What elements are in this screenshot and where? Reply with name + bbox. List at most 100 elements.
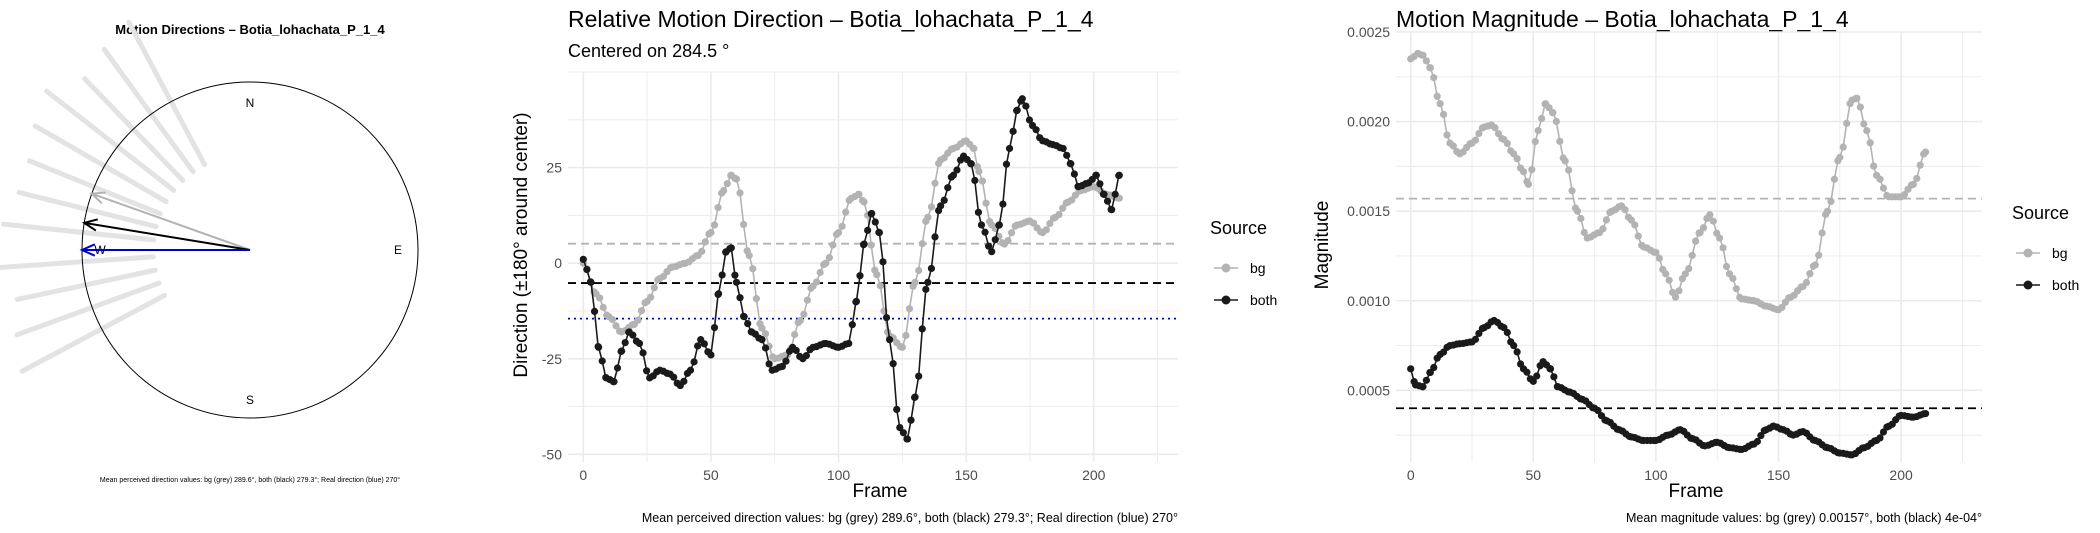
series-point-bg [911, 278, 919, 286]
relative-caption: Mean perceived direction values: bg (gre… [642, 511, 1178, 525]
series-point-both [635, 339, 644, 348]
series-point-bg [1449, 142, 1457, 150]
series-point-both [1753, 437, 1762, 446]
series-line-both [582, 97, 1120, 441]
series-point-bg [1007, 229, 1016, 237]
series-point-bg [710, 221, 719, 229]
series-point-bg [599, 303, 607, 311]
y-tick-label: 0.0015 [1347, 203, 1390, 219]
series-point-bg [634, 316, 642, 324]
series-point-bg [612, 322, 620, 330]
series-point-bg [1503, 139, 1511, 148]
series-point-bg [1561, 157, 1569, 165]
series-point-bg [825, 254, 833, 262]
series-point-both [629, 331, 637, 339]
series-point-bg [650, 284, 658, 292]
series-point-bg [1419, 51, 1427, 59]
legend-label: both [1250, 292, 1277, 308]
legend-title: Source [1210, 218, 1267, 238]
series-point-bg [1729, 274, 1737, 283]
series-point-bg [860, 198, 868, 206]
series-point-bg [1436, 100, 1444, 108]
legend-item-both: both [2016, 277, 2079, 293]
series-point-bg [1811, 261, 1819, 269]
compass-label-s: S [246, 393, 254, 407]
compass-trail-ray [0, 221, 157, 243]
series-point-bg [707, 228, 715, 237]
series-point-bg [1655, 254, 1663, 262]
series-point-bg [596, 294, 604, 302]
series-point-bg [1853, 94, 1861, 102]
series-point-both [927, 264, 936, 273]
series-point-bg [1568, 187, 1576, 195]
series-point-bg [1688, 251, 1696, 260]
series-point-both [1005, 144, 1014, 153]
series-point-both [860, 240, 868, 248]
series-point-bg [1706, 211, 1714, 219]
relative-legend: Source bg both [1210, 218, 1277, 308]
series-point-bg [1665, 276, 1673, 284]
series-point-bg [1599, 225, 1607, 233]
compass-title: Motion Directions – Botia_lohachata_P_1_… [115, 22, 385, 37]
series-point-both [714, 290, 723, 298]
series-point-bg [1675, 287, 1683, 295]
series-point-both [981, 228, 989, 236]
series-point-bg [1699, 224, 1708, 232]
series-point-bg [1004, 236, 1012, 245]
series-point-bg [1631, 221, 1639, 229]
series-point-both [1594, 406, 1602, 415]
series-point-both [643, 367, 651, 375]
series-point-bg [1685, 264, 1693, 273]
series-point-bg [1573, 207, 1582, 215]
series-point-both [598, 357, 606, 365]
compass-trail-ray [14, 280, 162, 338]
series-point-bg [1475, 129, 1483, 138]
series-point-both [953, 166, 961, 174]
relative-xlabel: Frame [853, 481, 908, 502]
series-point-both [949, 171, 957, 179]
legend-item-bg: bg [2016, 245, 2068, 261]
compass-arrow-both [81, 218, 251, 251]
series-point-bg [1433, 92, 1441, 100]
series-point-both [1108, 206, 1116, 214]
series-point-bg [905, 305, 914, 313]
series-point-both [1111, 190, 1119, 198]
series-point-bg [873, 271, 881, 279]
series-point-bg [752, 295, 760, 303]
series-point-both [856, 272, 864, 280]
series-point-bg [1531, 138, 1539, 146]
series-point-bg [867, 241, 875, 249]
legend-label: bg [2052, 245, 2068, 261]
series-point-both [761, 344, 770, 352]
compass-trail-ray [101, 46, 196, 175]
series-point-both [852, 297, 861, 306]
series-point-bg [1430, 74, 1438, 82]
series-point-bg [1471, 136, 1480, 144]
compass-label-n: N [246, 96, 255, 110]
series-point-bg [970, 144, 978, 153]
y-tick-label: 0.0020 [1347, 114, 1390, 130]
x-tick-label: 100 [827, 467, 851, 483]
series-point-bg [1519, 168, 1528, 176]
series-point-bg [855, 190, 863, 198]
legend-label: bg [1250, 260, 1266, 276]
series-point-both [765, 360, 773, 368]
relative-title: Relative Motion Direction – Botia_lohach… [568, 6, 1094, 32]
series-point-bg [1839, 143, 1847, 151]
series-point-both [971, 176, 979, 185]
series-point-both [707, 351, 715, 359]
series-point-bg [1856, 103, 1864, 111]
x-tick-label: 100 [1644, 467, 1668, 483]
series-point-bg [1815, 251, 1823, 259]
series-point-bg [1900, 190, 1909, 199]
series-point-bg [1709, 217, 1717, 225]
series-point-bg [1513, 155, 1521, 163]
series-point-bg [608, 315, 617, 324]
series-point-both [587, 278, 595, 286]
series-point-bg [637, 307, 646, 315]
relative-grid [568, 71, 1178, 462]
series-point-bg [701, 238, 709, 246]
series-point-both [1070, 170, 1078, 178]
series-point-both [595, 343, 603, 351]
series-point-bg [1491, 124, 1499, 132]
